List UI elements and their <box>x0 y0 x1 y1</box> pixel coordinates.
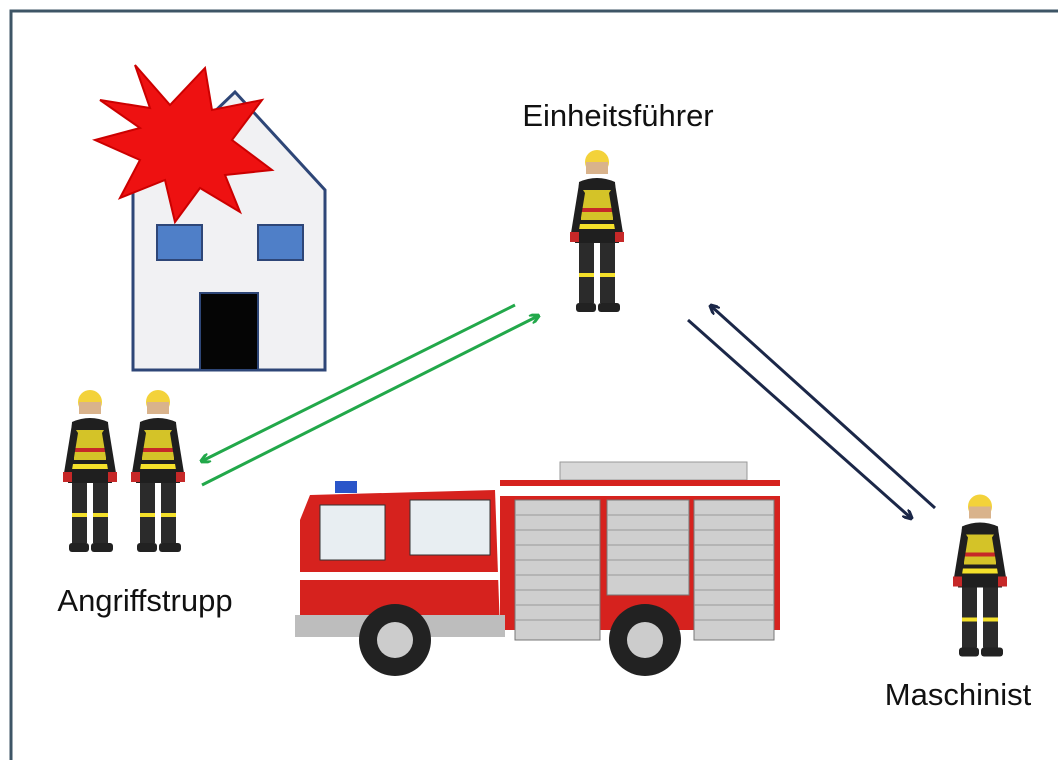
body: Einheitsführer Angriffstrupp Maschinist … <box>0 0 1058 760</box>
firefighter-attack-1 <box>63 390 117 552</box>
firefighter-attack-2 <box>131 390 185 552</box>
fire-truck <box>295 462 780 676</box>
label: Maschinist <box>885 677 1032 712</box>
diagram: Einheitsführer Angriffstrupp Maschinist <box>0 0 1058 760</box>
firefighter-leader <box>570 150 624 312</box>
label: Einheitsführer <box>522 98 713 133</box>
label: Angriffstrupp <box>57 583 232 618</box>
page: {"nodes": [{"label": "Einheitsführer"}, … <box>0 0 1058 760</box>
firefighter-operator <box>953 495 1007 657</box>
